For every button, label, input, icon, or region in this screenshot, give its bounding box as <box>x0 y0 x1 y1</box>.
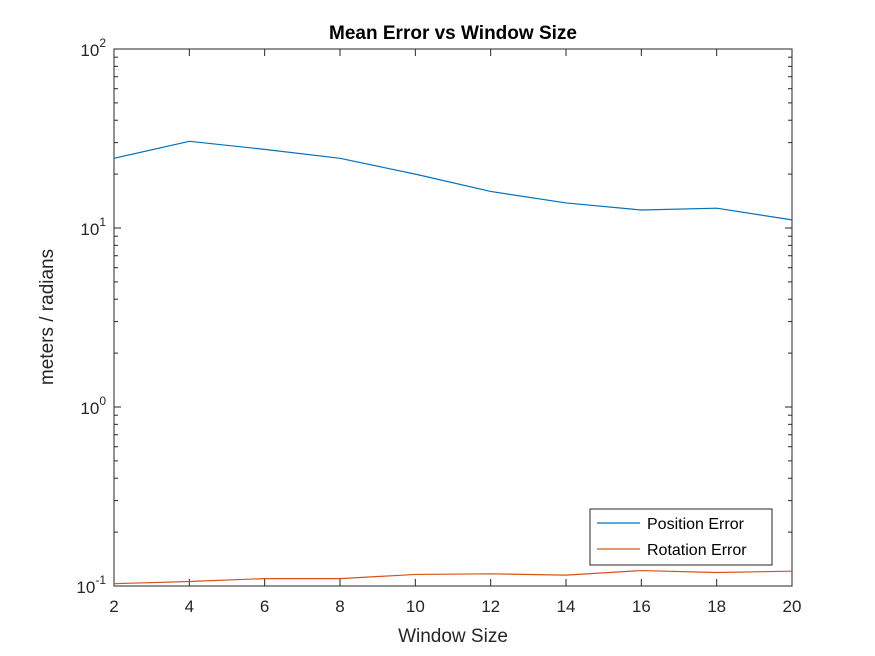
y-tick-base: 10 <box>80 41 99 60</box>
legend: Position Error Rotation Error <box>589 508 773 566</box>
y-tick-base: 10 <box>80 399 99 418</box>
x-tick-label: 16 <box>632 597 651 616</box>
y-axis-title: meters / radians <box>37 249 58 385</box>
series-lines <box>113 140 793 585</box>
y-tick-exponent: 2 <box>99 36 106 50</box>
y-tick-exponent: -1 <box>95 573 106 587</box>
x-tick-label: 12 <box>481 597 500 616</box>
series-line-rotation-error <box>113 569 793 585</box>
legend-label: Position Error <box>647 516 745 533</box>
x-axis-title: Window Size <box>398 626 508 647</box>
x-tick-label: 18 <box>707 597 726 616</box>
x-tick-label: 8 <box>335 597 344 616</box>
y-tick-label: 101 <box>80 215 106 239</box>
x-tick-label: 14 <box>557 597 576 616</box>
legend-box <box>589 508 773 566</box>
x-tick-label: 10 <box>406 597 425 616</box>
series-line-position-error <box>113 140 793 221</box>
y-tick-exponent: 1 <box>99 215 106 229</box>
y-tick-base: 10 <box>76 578 95 597</box>
legend-label: Rotation Error <box>647 542 747 559</box>
minor-ticks <box>114 56 792 533</box>
y-tick-label: 102 <box>80 36 106 60</box>
y-tick-label: 10-1 <box>76 573 106 597</box>
y-tick-label: 100 <box>80 394 106 418</box>
y-tick-base: 10 <box>80 220 99 239</box>
x-tick-label: 20 <box>783 597 802 616</box>
x-tick-label: 2 <box>109 597 118 616</box>
x-axis-ticks: 2 4 6 8 10 12 14 16 18 20 <box>109 49 801 616</box>
chart-title: Mean Error vs Window Size <box>329 23 577 44</box>
x-tick-label: 4 <box>185 597 194 616</box>
plot-area <box>113 48 793 587</box>
y-tick-exponent: 0 <box>99 394 106 408</box>
x-tick-label: 6 <box>260 597 269 616</box>
axes <box>113 48 793 587</box>
